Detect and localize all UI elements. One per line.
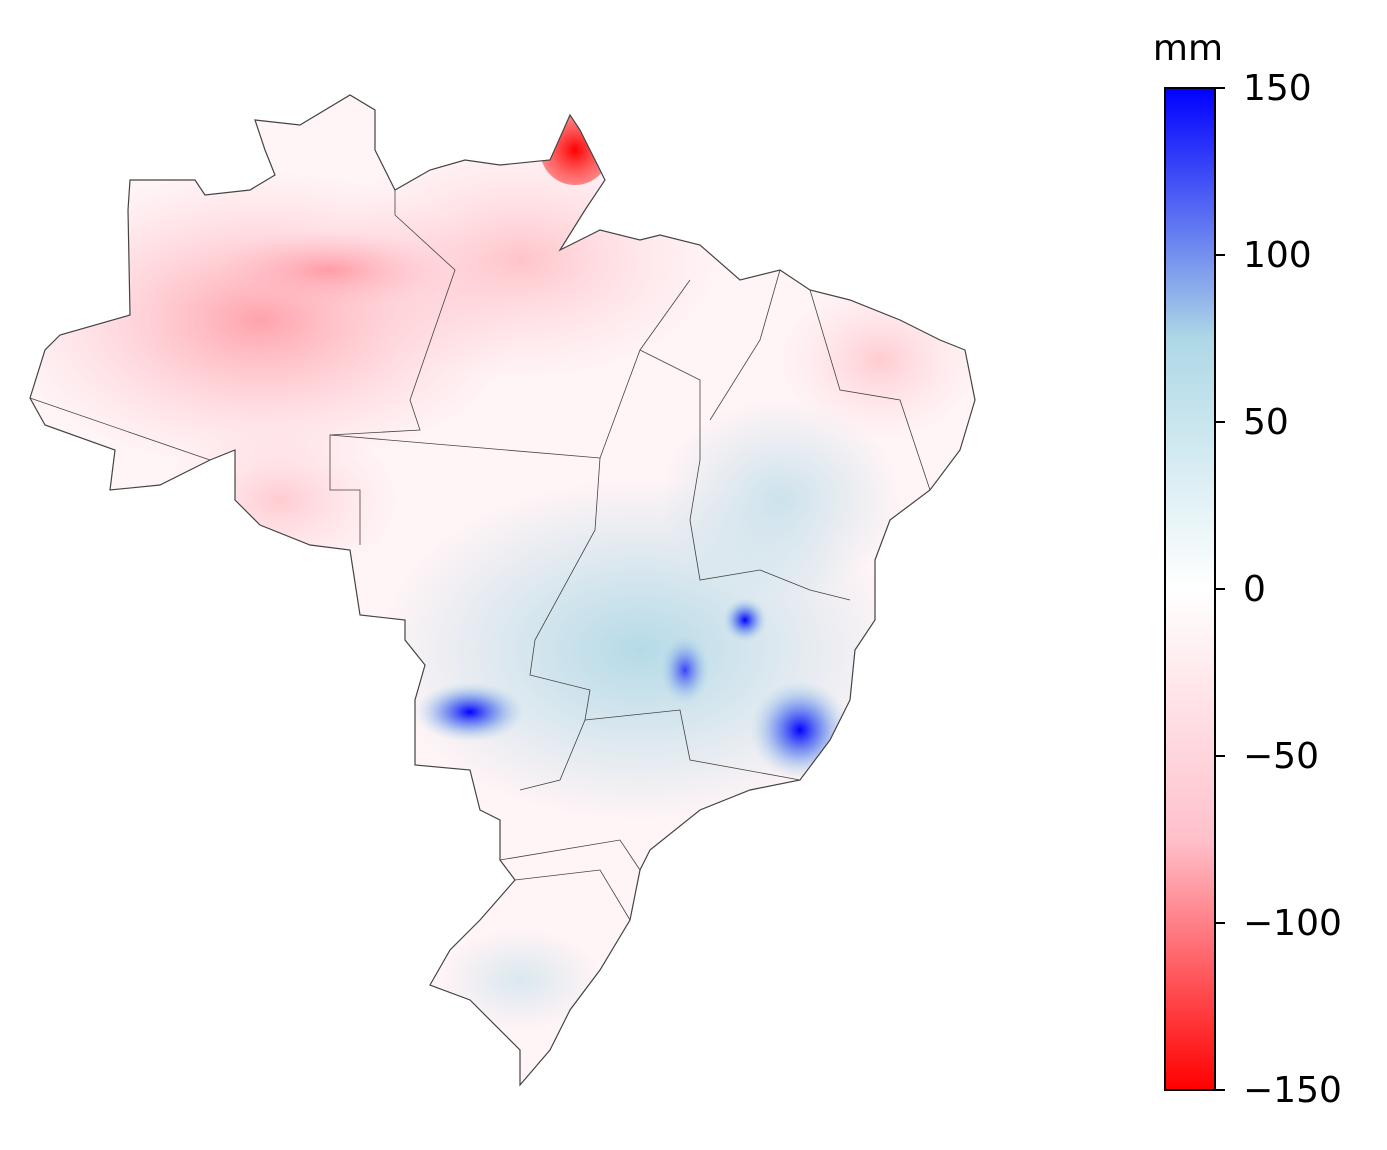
colorbar: mm: [1153, 28, 1223, 1091]
colorbar-gradient: [1164, 87, 1216, 1091]
colorbar-tick-label: −50: [1243, 736, 1319, 777]
state-borders: [29, 190, 931, 921]
colorbar-label: mm: [1153, 28, 1223, 69]
colorbar-tick-label: 150: [1243, 68, 1312, 109]
colorbar-tick-label: 50: [1243, 402, 1289, 443]
colorbar-tick-label: −150: [1243, 1070, 1342, 1111]
colorbar-tick-label: −100: [1243, 903, 1342, 944]
colorbar-tick-label: 100: [1243, 235, 1312, 276]
colorbar-tick-label: 0: [1243, 569, 1266, 610]
